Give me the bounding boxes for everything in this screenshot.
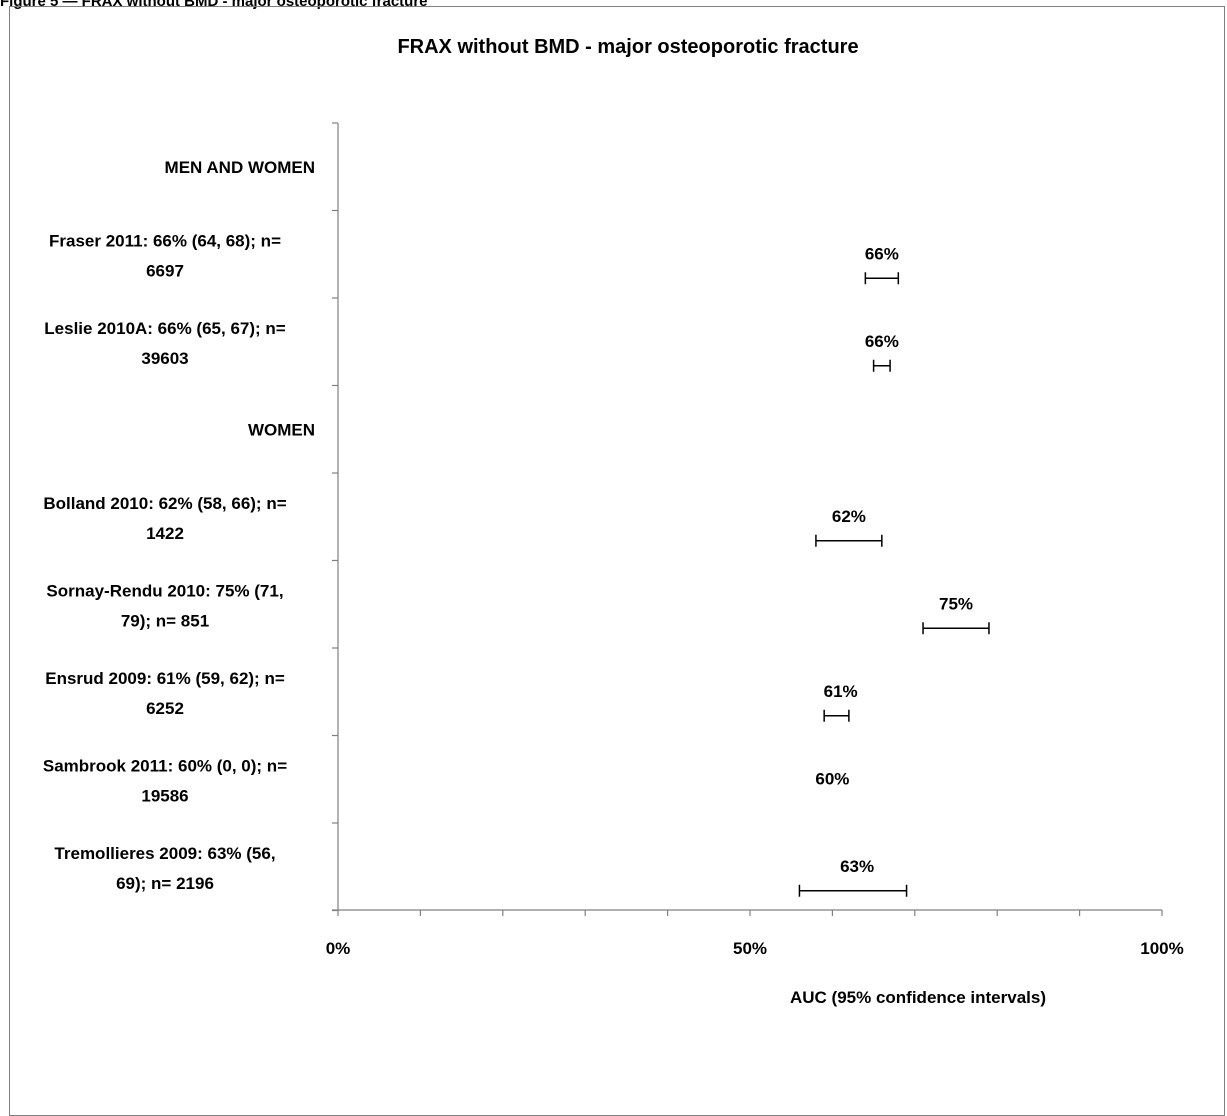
chart-title: FRAX without BMD - major osteoporotic fr… — [397, 36, 858, 58]
study-row: Sornay-Rendu 2010: 75% (71, 79); n= 851 75… — [46, 581, 990, 635]
study-row: Fraser 2011: 66% (64, 68); n= 6697 66% — [49, 231, 900, 285]
study-label: 6252 — [146, 699, 184, 718]
study-label: Leslie 2010A: 66% (65, 67); n= — [44, 319, 286, 338]
study-label: 19586 — [141, 786, 188, 805]
rows-layer: MEN AND WOMEN Fraser 2011: 66% (64, 68); … — [43, 158, 990, 897]
study-label: 6697 — [146, 261, 184, 280]
group-header-label: MEN AND WOMEN — [165, 158, 315, 177]
value-label: 63% — [840, 857, 874, 876]
study-row: Sambrook 2011: 60% (0, 0); n= 19586 60% — [43, 756, 850, 805]
study-label: Bolland 2010: 62% (58, 66); n= — [43, 494, 286, 513]
group-header-row: MEN AND WOMEN — [165, 158, 315, 177]
study-label: Sornay-Rendu 2010: 75% (71, — [46, 581, 283, 600]
study-label: 69); n= 2196 — [116, 874, 214, 893]
study-label: 79); n= 851 — [121, 611, 209, 630]
value-label: 61% — [824, 682, 858, 701]
study-label: 1422 — [146, 524, 184, 543]
x-axis: 0% 50% 100% — [326, 122, 1184, 958]
x-axis-title: AUC (95% confidence intervals) — [790, 988, 1046, 1007]
study-label: Tremollieres 2009: 63% (56, — [54, 844, 275, 863]
study-label: Fraser 2011: 66% (64, 68); n= — [49, 231, 281, 250]
x-tick-label: 0% — [326, 939, 351, 958]
study-row: Bolland 2010: 62% (58, 66); n= 1422 62% — [43, 494, 883, 547]
study-row: Ensrud 2009: 61% (59, 62); n= 6252 61% — [45, 669, 858, 722]
study-label: Ensrud 2009: 61% (59, 62); n= — [45, 669, 285, 688]
x-tick-label: 50% — [733, 939, 767, 958]
value-label: 66% — [865, 332, 899, 351]
group-header-row: WOMEN — [248, 420, 315, 439]
x-tick-label: 100% — [1140, 939, 1183, 958]
figure-caption: Figure 5 — FRAX without BMD - major oste… — [0, 0, 428, 10]
group-header-label: WOMEN — [248, 420, 315, 439]
value-label: 62% — [832, 507, 866, 526]
study-label: 39603 — [141, 349, 188, 368]
value-label: 60% — [815, 769, 849, 788]
study-row: Tremollieres 2009: 63% (56, 69); n= 2196 6… — [54, 844, 908, 897]
study-label: Sambrook 2011: 60% (0, 0); n= — [43, 756, 287, 775]
study-row: Leslie 2010A: 66% (65, 67); n= 39603 66% — [44, 319, 899, 372]
value-label: 75% — [939, 594, 973, 613]
value-label: 66% — [865, 244, 899, 263]
